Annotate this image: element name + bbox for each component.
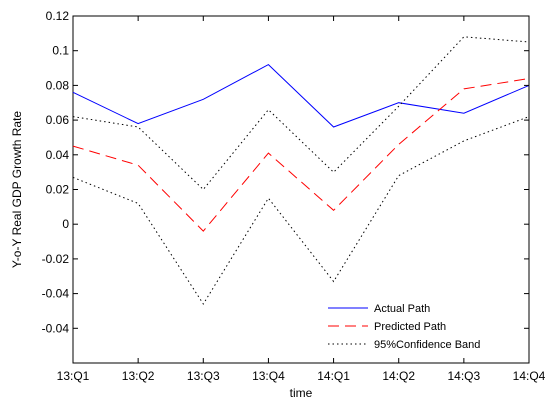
series-line-band-3: [72, 116, 530, 305]
tick-layer: 0.12 0.1 0.08 0.06 0.04 0.02 0 -0.02 -0.04 -0.04 1…: [42, 9, 546, 383]
y-tick-label: 0: [62, 217, 69, 231]
y-tick-label: 0.02: [46, 183, 70, 197]
y-tick-label: 0.04: [46, 148, 70, 162]
y-tick-label: 0.1: [52, 44, 69, 58]
x-axis-label: time: [290, 386, 313, 400]
legend: Actual Path Predicted Path 95%Confidence B…: [324, 296, 522, 358]
legend-box: [324, 296, 522, 358]
series-line-predicted-path: [72, 78, 530, 232]
x-tick-label: 14:Q2: [382, 369, 415, 383]
x-tick-label: 13:Q1: [57, 369, 90, 383]
x-tick-label: 14:Q3: [448, 369, 481, 383]
x-tick-label: 13:Q3: [187, 369, 220, 383]
legend-label: 95%Confidence Band: [374, 339, 480, 351]
y-tick-label: 0.12: [46, 9, 70, 23]
x-tick-label: 14:Q1: [317, 369, 350, 383]
y-tick-label: 0.06: [46, 113, 70, 127]
legend-label: Actual Path: [374, 303, 430, 315]
y-tick-label: -0.02: [42, 252, 70, 266]
x-tick-label: 14:Q4: [513, 369, 546, 383]
series-line-actual-path: [72, 63, 530, 128]
legend-label: Predicted Path: [374, 321, 446, 333]
y-tick-label: -0.04: [42, 321, 70, 335]
series-layer: [72, 36, 530, 305]
y-axis-label: Y-o-Y Real GDP Growth Rate: [10, 111, 24, 269]
x-tick-label: 13:Q2: [122, 369, 155, 383]
y-tick-label: -0.04: [42, 287, 70, 301]
x-tick-label: 13:Q4: [252, 369, 285, 383]
y-tick-label: 0.08: [46, 78, 70, 92]
